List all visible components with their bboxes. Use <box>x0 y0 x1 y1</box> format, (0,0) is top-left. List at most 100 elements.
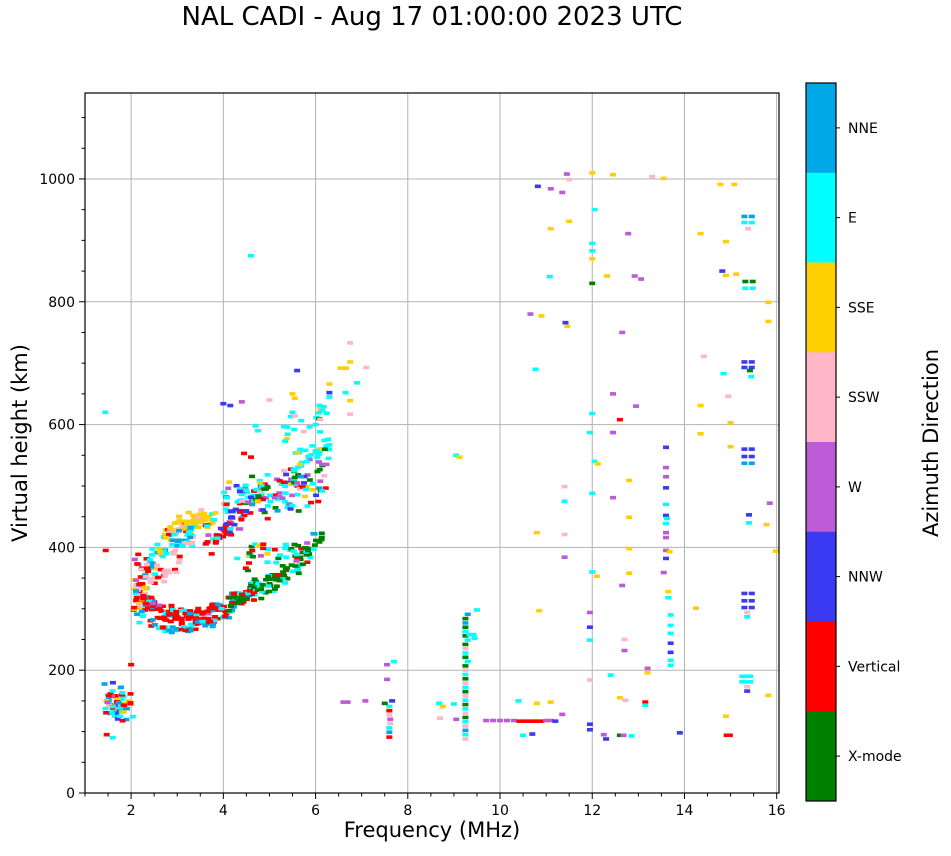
data-point <box>281 499 288 504</box>
data-point <box>114 717 121 721</box>
data-point <box>119 691 126 695</box>
data-point <box>177 627 184 632</box>
data-point <box>290 468 297 472</box>
data-point <box>462 629 469 634</box>
data-point <box>133 589 140 593</box>
data-point <box>744 610 751 615</box>
data-point <box>271 493 278 497</box>
data-point <box>133 595 140 600</box>
data-point <box>209 512 216 516</box>
data-point <box>462 702 469 707</box>
data-point <box>589 411 596 416</box>
data-point <box>156 626 163 631</box>
data-point <box>194 515 201 520</box>
data-point <box>663 521 670 526</box>
data-point <box>304 473 311 477</box>
data-point <box>609 172 616 177</box>
data-point <box>278 482 285 486</box>
data-point <box>307 555 314 560</box>
data-point <box>279 564 286 568</box>
data-point <box>291 542 298 547</box>
data-point <box>205 616 212 621</box>
data-point <box>229 600 236 605</box>
data-point <box>387 717 394 722</box>
data-point <box>250 499 257 504</box>
data-point <box>208 552 215 556</box>
data-point <box>386 704 393 709</box>
data-point <box>473 608 480 612</box>
data-point <box>304 541 311 545</box>
data-point <box>195 525 202 530</box>
data-point <box>298 546 305 551</box>
data-point <box>319 462 326 467</box>
data-point <box>176 609 183 613</box>
y-tick-label: 800 <box>48 295 75 311</box>
data-point <box>275 556 282 561</box>
data-point <box>283 436 290 441</box>
data-point <box>309 488 316 492</box>
data-point <box>187 615 194 619</box>
data-point <box>142 608 149 612</box>
data-point <box>149 547 156 551</box>
data-point <box>158 609 165 613</box>
data-point <box>748 591 755 596</box>
data-point <box>386 713 393 717</box>
data-point <box>546 274 553 279</box>
data-point <box>720 371 727 376</box>
data-point <box>263 495 270 500</box>
data-point <box>318 531 325 536</box>
data-point <box>166 570 173 575</box>
data-point <box>281 468 288 473</box>
data-point <box>741 447 748 451</box>
data-point <box>226 608 233 613</box>
data-point <box>163 551 170 556</box>
data-point <box>230 591 237 596</box>
data-point <box>280 570 287 574</box>
data-point <box>589 570 596 574</box>
data-point <box>462 655 469 660</box>
data-point <box>633 404 640 408</box>
data-point <box>316 540 323 544</box>
data-point <box>239 499 246 503</box>
data-point <box>263 577 270 582</box>
y-tick-label: 1000 <box>39 172 75 188</box>
data-point <box>298 460 305 465</box>
data-point <box>189 520 196 524</box>
data-point <box>625 231 632 236</box>
data-point <box>746 521 753 525</box>
data-point <box>289 493 296 498</box>
data-point <box>622 698 629 703</box>
data-point <box>453 717 460 722</box>
data-point <box>139 613 146 618</box>
data-point <box>192 622 199 626</box>
data-point <box>667 613 674 617</box>
data-point <box>325 437 332 442</box>
data-point <box>527 312 534 316</box>
data-point <box>649 174 656 179</box>
data-point <box>217 526 224 531</box>
data-point <box>295 543 302 548</box>
data-point <box>307 500 314 505</box>
data-point <box>149 598 156 603</box>
data-point <box>160 625 167 630</box>
data-point <box>143 601 150 606</box>
data-point <box>213 533 220 538</box>
data-point <box>222 507 229 512</box>
data-point <box>211 618 218 623</box>
data-point <box>243 500 250 504</box>
data-point <box>210 518 217 522</box>
data-point <box>298 418 305 423</box>
data-point <box>384 662 391 667</box>
data-point <box>749 286 756 291</box>
data-point <box>230 594 237 599</box>
colorbar-segment-NNE <box>806 83 836 174</box>
data-point <box>462 715 469 720</box>
data-point <box>304 560 311 565</box>
data-point <box>267 499 274 504</box>
data-point <box>112 694 119 698</box>
data-point <box>183 522 190 526</box>
data-point <box>258 491 265 496</box>
data-point <box>123 706 130 711</box>
data-point <box>271 587 278 591</box>
data-point <box>226 596 233 600</box>
